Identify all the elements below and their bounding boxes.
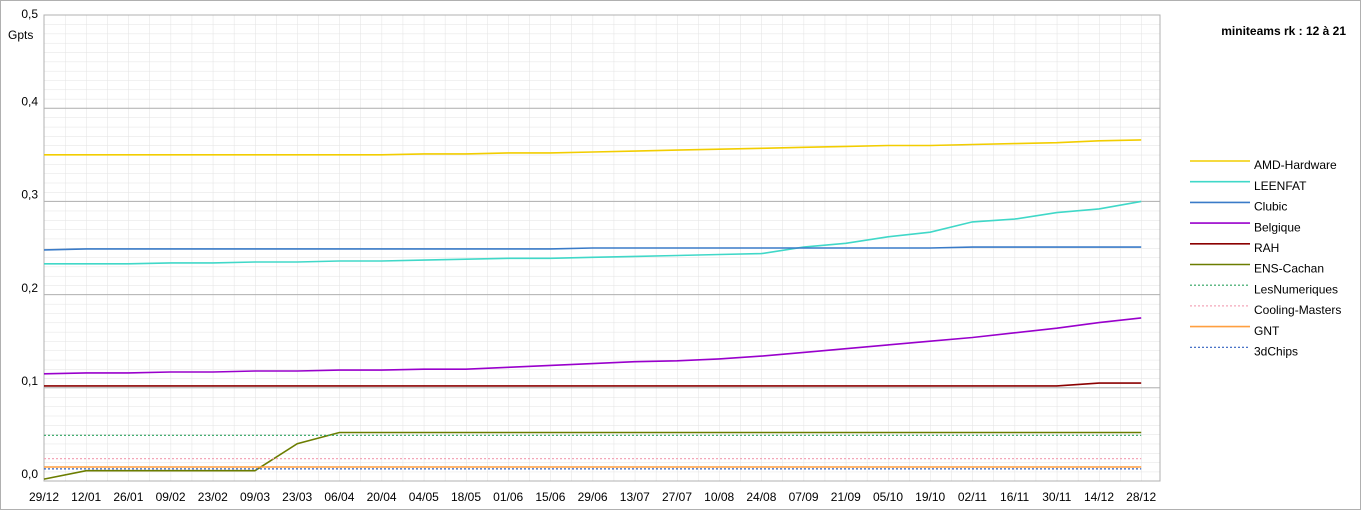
legend-label: Belgique bbox=[1254, 220, 1301, 234]
x-tick-label: 19/10 bbox=[915, 490, 945, 504]
x-tick-label: 13/07 bbox=[620, 490, 650, 504]
legend-label: ENS-Cachan bbox=[1254, 262, 1324, 276]
x-tick-label: 05/10 bbox=[873, 490, 903, 504]
y-axis-label: Gpts bbox=[8, 28, 33, 42]
x-tick-label: 18/05 bbox=[451, 490, 481, 504]
x-tick-label: 30/11 bbox=[1042, 490, 1071, 504]
x-tick-label: 15/06 bbox=[535, 490, 565, 504]
x-tick-label: 09/02 bbox=[156, 490, 186, 504]
x-tick-label: 29/12 bbox=[29, 490, 59, 504]
legend-label: Clubic bbox=[1254, 200, 1287, 214]
x-tick-label: 24/08 bbox=[746, 490, 776, 504]
legend-label: Cooling-Masters bbox=[1254, 303, 1341, 317]
y-tick-label: 0,2 bbox=[21, 281, 38, 295]
x-tick-label: 14/12 bbox=[1084, 490, 1114, 504]
x-tick-label: 26/01 bbox=[113, 490, 143, 504]
x-tick-label: 06/04 bbox=[324, 490, 354, 504]
legend-label: 3dChips bbox=[1254, 344, 1298, 358]
chart-title: miniteams rk : 12 à 21 bbox=[1221, 24, 1346, 38]
series-line bbox=[44, 200, 1142, 265]
legend-label: LesNumeriques bbox=[1254, 282, 1338, 296]
x-tick-label: 23/03 bbox=[282, 490, 312, 504]
x-tick-label: 28/12 bbox=[1126, 490, 1156, 504]
y-tick-label: 0,0 bbox=[21, 467, 38, 481]
series-line bbox=[44, 139, 1142, 156]
x-tick-label: 20/04 bbox=[367, 490, 397, 504]
x-tick-label: 16/11 bbox=[1000, 490, 1029, 504]
y-tick-label: 0,5 bbox=[21, 7, 38, 21]
series-line bbox=[43, 246, 1142, 251]
x-tick-label: 27/07 bbox=[662, 490, 692, 504]
x-tick-label: 02/11 bbox=[958, 490, 987, 504]
x-tick-label: 23/02 bbox=[198, 490, 228, 504]
x-tick-label: 29/06 bbox=[578, 490, 608, 504]
series-line bbox=[43, 317, 1142, 375]
x-tick-label: 10/08 bbox=[704, 490, 734, 504]
legend-label: GNT bbox=[1254, 324, 1280, 338]
legend-label: LEENFAT bbox=[1254, 179, 1307, 193]
legend-label: RAH bbox=[1254, 241, 1279, 255]
x-tick-label: 07/09 bbox=[789, 490, 819, 504]
x-tick-label: 09/03 bbox=[240, 490, 270, 504]
y-tick-label: 0,1 bbox=[21, 374, 38, 388]
legend-label: AMD-Hardware bbox=[1254, 158, 1337, 172]
x-tick-label: 04/05 bbox=[409, 490, 439, 504]
series-line bbox=[43, 431, 1142, 480]
x-tick-label: 21/09 bbox=[831, 490, 861, 504]
y-tick-label: 0,3 bbox=[21, 188, 38, 202]
x-tick-label: 01/06 bbox=[493, 490, 523, 504]
y-tick-label: 0,4 bbox=[21, 94, 38, 108]
series-line bbox=[44, 382, 1142, 387]
x-tick-label: 12/01 bbox=[71, 490, 101, 504]
